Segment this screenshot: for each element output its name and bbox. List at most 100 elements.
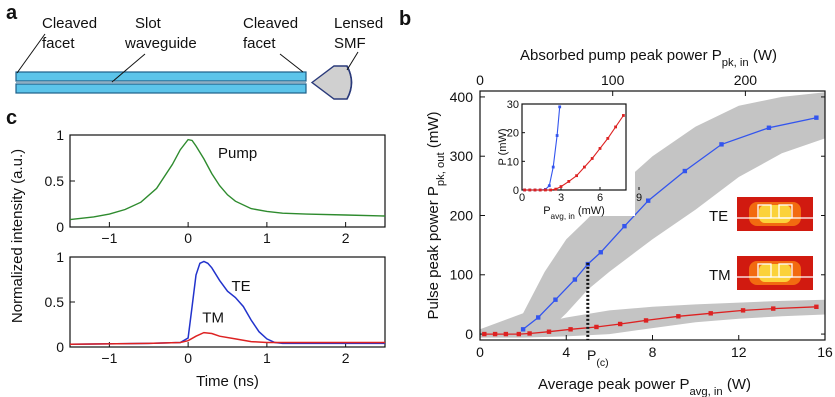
c-top-xtick-label: 0 bbox=[184, 230, 192, 246]
b-top-xtick-label: 0 bbox=[476, 72, 484, 88]
series-te-point bbox=[598, 250, 603, 255]
series-tm-point bbox=[771, 306, 776, 311]
series-tm-point bbox=[482, 331, 487, 337]
label-lensed-smf-1: Lensed bbox=[334, 15, 383, 32]
inset-ylabel-unit: (mW) bbox=[497, 128, 509, 158]
inset-series-tm-point bbox=[544, 188, 547, 192]
b-main-xtick-label: 8 bbox=[649, 344, 657, 360]
inset-xlabel-sub: avg, in bbox=[551, 212, 576, 221]
inset-series-tm-point bbox=[554, 187, 558, 191]
series-tm-point bbox=[617, 321, 623, 327]
series-tm-point bbox=[516, 331, 522, 337]
inset-ytick-label: 10 bbox=[507, 156, 519, 168]
series-te-point bbox=[553, 297, 558, 302]
inset-series-te-point bbox=[547, 184, 551, 188]
b-top-xtick-label: 200 bbox=[734, 72, 758, 88]
inset-xlabel-main: P bbox=[543, 205, 550, 217]
inset-series-tm-point bbox=[549, 188, 552, 192]
c-bottom-frame bbox=[69, 256, 386, 348]
inset-series-tm-point bbox=[575, 174, 578, 178]
inset-ylabel-main: P bbox=[497, 158, 509, 165]
inset-xtick-label: 9 bbox=[636, 192, 642, 204]
c-bottom-xtick-label: 2 bbox=[342, 350, 350, 366]
tm-mode-label: TM bbox=[709, 267, 731, 284]
series-pump-label: Pump bbox=[218, 145, 257, 162]
label-lensed-smf-2: SMF bbox=[334, 35, 366, 52]
inset-series-te-point bbox=[555, 134, 559, 137]
c-top-xtick-label: 2 bbox=[342, 230, 350, 246]
series-te-line bbox=[522, 117, 817, 330]
inset-xtick-label: 3 bbox=[558, 192, 564, 204]
series-tm-point bbox=[814, 304, 819, 309]
b-main-ytick-label: 300 bbox=[450, 148, 474, 164]
series-tm-label: TM bbox=[202, 310, 224, 327]
series-te-point bbox=[536, 315, 541, 320]
panel-b-letter: b bbox=[399, 8, 411, 30]
b-ylabel-main: Pulse peak power P bbox=[425, 186, 442, 319]
b-xlabel: Average peak power Pavg, in (W) bbox=[538, 376, 751, 397]
inset-ytick-label: 30 bbox=[507, 99, 519, 111]
b-main-xtick-label: 4 bbox=[562, 344, 570, 360]
b-main-xtick-label: 0 bbox=[476, 344, 484, 360]
pointer-cleaved-facet-left bbox=[16, 33, 46, 74]
te-mode-core bbox=[759, 205, 791, 223]
inset-frame bbox=[521, 103, 627, 191]
series-tm-point bbox=[643, 318, 649, 323]
label-slot-waveguide-2: waveguide bbox=[124, 35, 197, 52]
series-tm-point bbox=[740, 308, 746, 313]
series-tm-point bbox=[527, 331, 532, 336]
series-te-point bbox=[645, 198, 651, 203]
threshold-label: P(c) bbox=[587, 347, 609, 369]
band-tm bbox=[480, 299, 825, 338]
series-tm-point bbox=[546, 329, 552, 334]
b-top-xlabel-sub: pk, in bbox=[722, 57, 749, 69]
inset-series-tm-point bbox=[590, 157, 594, 160]
inset-series-tm-point bbox=[583, 165, 586, 169]
series-tm-point bbox=[708, 311, 713, 316]
c-bottom-xtick-label: 0 bbox=[184, 350, 192, 366]
panel-c: c −1 0 1 2 0 0.5 1 Pump −1 0 1 2 0 0.5 1 TE TM Time (ns)… bbox=[6, 107, 386, 390]
label-slot-waveguide-1: Slot bbox=[135, 15, 162, 32]
series-te-point bbox=[682, 168, 688, 174]
c-bottom-ytick-label: 1 bbox=[56, 249, 64, 265]
series-te-point bbox=[719, 142, 724, 147]
pointer-cleaved-facet-right bbox=[279, 53, 304, 73]
c-shared-ylabel: Normalized intensity (a.u.) bbox=[9, 149, 26, 323]
series-tm-point bbox=[503, 331, 509, 337]
inset-ytick-label: 20 bbox=[507, 128, 519, 140]
inset-series-tm-point bbox=[533, 188, 537, 192]
panel-a-letter: a bbox=[6, 2, 18, 24]
series-tm-point bbox=[492, 331, 498, 337]
te-mode-label: TE bbox=[709, 208, 728, 225]
c-bottom-ytick-label: 0 bbox=[56, 339, 64, 355]
b-main-ytick-label: 200 bbox=[450, 207, 474, 223]
label-cleaved-facet-left-1: Cleaved bbox=[42, 15, 97, 32]
waveguide-rail-top bbox=[15, 71, 307, 82]
c-bottom-ytick-label: 0.5 bbox=[45, 294, 65, 310]
series-tm-point bbox=[594, 324, 599, 330]
inset-xlabel: Pavg, in (mW) bbox=[543, 205, 605, 221]
series-tm-point bbox=[676, 314, 681, 319]
inset-series-tm-point bbox=[523, 188, 526, 192]
series-te-point bbox=[572, 277, 578, 282]
waveguide-rail-bottom bbox=[15, 83, 307, 94]
c-bottom-xtick-label: 1 bbox=[263, 350, 271, 366]
b-xlabel-main: Average peak power P bbox=[538, 376, 690, 393]
series-te-label: TE bbox=[231, 278, 250, 295]
b-ylabel-unit: (mW) bbox=[425, 111, 442, 152]
series-tm-line bbox=[69, 331, 385, 346]
series-te-point bbox=[622, 223, 627, 229]
b-top-xtick-label: 100 bbox=[601, 72, 625, 88]
series-tm-point bbox=[568, 327, 573, 332]
inset-series-tm-point bbox=[559, 185, 563, 188]
pointer-slot-waveguide bbox=[111, 53, 146, 83]
inset-xlabel-unit: (mW) bbox=[575, 205, 605, 217]
inset-series-te-point bbox=[558, 105, 562, 109]
label-cleaved-facet-left-2: facet bbox=[42, 35, 75, 52]
inset-series-tm-point bbox=[606, 137, 610, 140]
chart-c-bottom: −1 0 1 2 0 0.5 1 TE TM Time (ns) bbox=[45, 249, 386, 390]
